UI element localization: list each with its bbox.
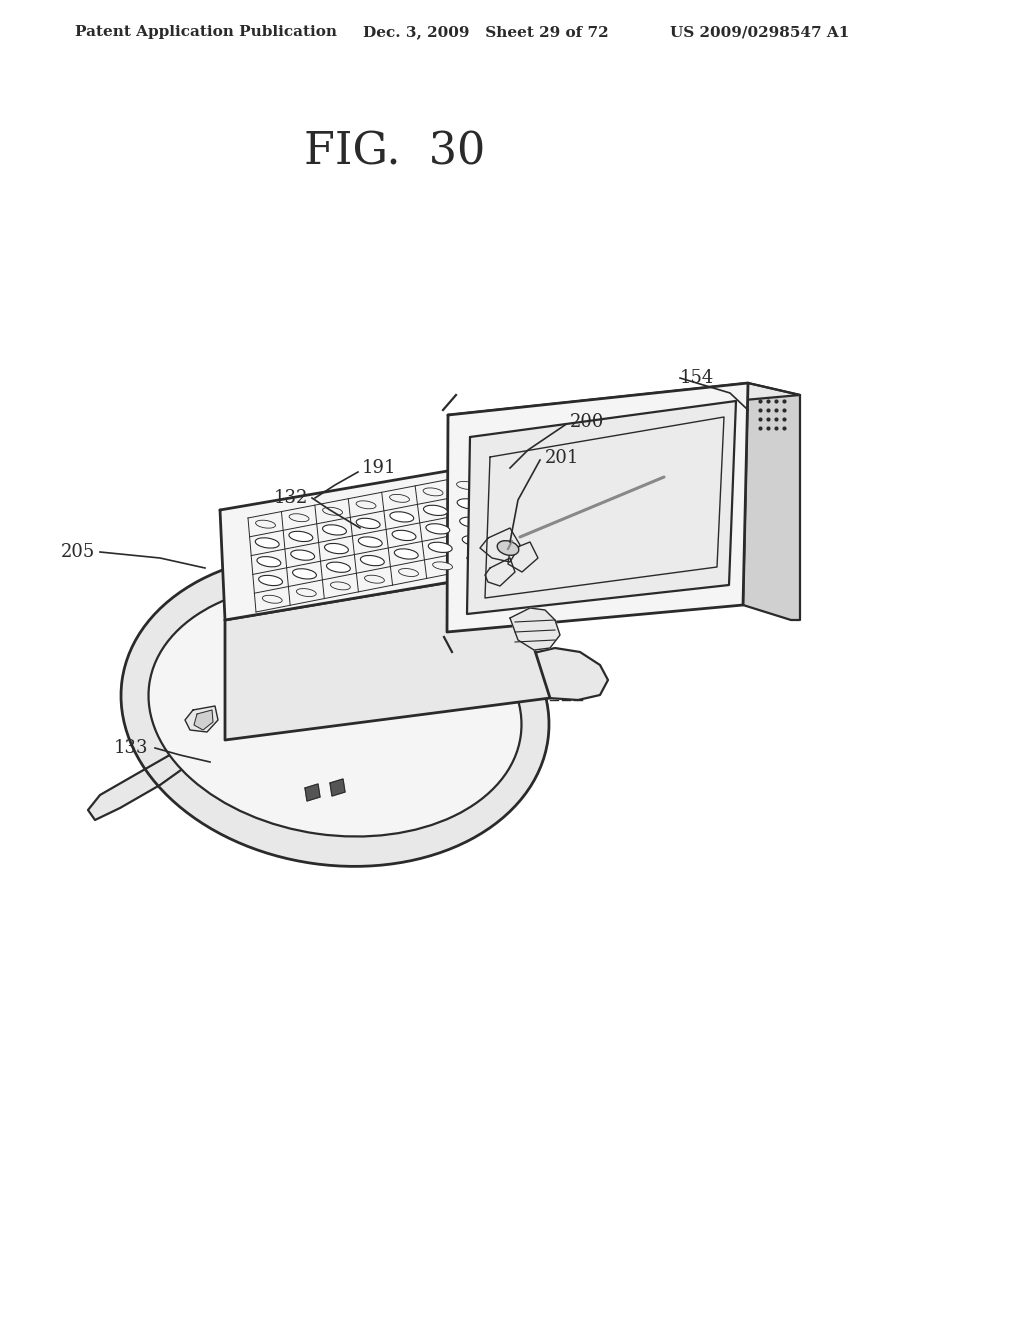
Ellipse shape <box>460 517 483 528</box>
Ellipse shape <box>291 550 314 560</box>
Polygon shape <box>330 779 345 796</box>
Polygon shape <box>88 742 205 820</box>
Ellipse shape <box>457 482 476 490</box>
Text: US 2009/0298547 A1: US 2009/0298547 A1 <box>670 25 849 40</box>
Ellipse shape <box>394 549 418 560</box>
Ellipse shape <box>426 524 450 535</box>
Polygon shape <box>743 383 800 620</box>
Ellipse shape <box>358 537 382 546</box>
Ellipse shape <box>148 583 521 837</box>
Ellipse shape <box>392 531 416 541</box>
Text: 200: 200 <box>570 413 604 432</box>
Text: 132: 132 <box>273 488 308 507</box>
Ellipse shape <box>433 562 453 570</box>
Ellipse shape <box>327 562 350 573</box>
Ellipse shape <box>389 495 410 503</box>
Ellipse shape <box>424 506 447 516</box>
Polygon shape <box>485 558 515 586</box>
Ellipse shape <box>323 525 346 535</box>
Ellipse shape <box>457 499 481 510</box>
Text: 205: 205 <box>60 543 95 561</box>
Text: 154: 154 <box>680 370 715 387</box>
Ellipse shape <box>293 569 316 579</box>
Ellipse shape <box>256 520 275 528</box>
Polygon shape <box>194 710 213 730</box>
Text: 201: 201 <box>545 449 580 467</box>
Ellipse shape <box>262 595 283 603</box>
Ellipse shape <box>259 576 283 586</box>
Polygon shape <box>500 462 550 598</box>
Polygon shape <box>508 543 538 572</box>
Ellipse shape <box>323 507 342 515</box>
Ellipse shape <box>498 541 519 556</box>
Ellipse shape <box>289 532 312 541</box>
Ellipse shape <box>423 488 443 496</box>
Text: Dec. 3, 2009   Sheet 29 of 72: Dec. 3, 2009 Sheet 29 of 72 <box>362 25 608 40</box>
Ellipse shape <box>289 513 309 521</box>
Ellipse shape <box>257 557 281 566</box>
Polygon shape <box>449 383 800 425</box>
Text: 133: 133 <box>114 739 148 756</box>
Ellipse shape <box>428 543 453 553</box>
Ellipse shape <box>365 576 384 583</box>
Ellipse shape <box>398 569 419 577</box>
Polygon shape <box>467 401 736 614</box>
Polygon shape <box>488 648 608 700</box>
Polygon shape <box>305 784 319 801</box>
Polygon shape <box>447 383 748 632</box>
Ellipse shape <box>255 537 280 548</box>
Ellipse shape <box>356 519 380 528</box>
Polygon shape <box>220 462 510 620</box>
Ellipse shape <box>390 512 414 521</box>
Ellipse shape <box>356 500 376 508</box>
Polygon shape <box>185 706 218 733</box>
Ellipse shape <box>325 544 348 553</box>
Ellipse shape <box>296 589 316 597</box>
Ellipse shape <box>331 582 350 590</box>
Ellipse shape <box>462 536 486 546</box>
Polygon shape <box>225 572 550 741</box>
Polygon shape <box>485 417 724 598</box>
Ellipse shape <box>360 556 384 566</box>
Polygon shape <box>480 528 520 562</box>
Text: Patent Application Publication: Patent Application Publication <box>75 25 337 40</box>
Ellipse shape <box>121 553 549 866</box>
Text: 191: 191 <box>362 459 396 477</box>
Polygon shape <box>510 609 560 649</box>
Text: FIG.  30: FIG. 30 <box>304 129 485 173</box>
Ellipse shape <box>467 556 486 564</box>
